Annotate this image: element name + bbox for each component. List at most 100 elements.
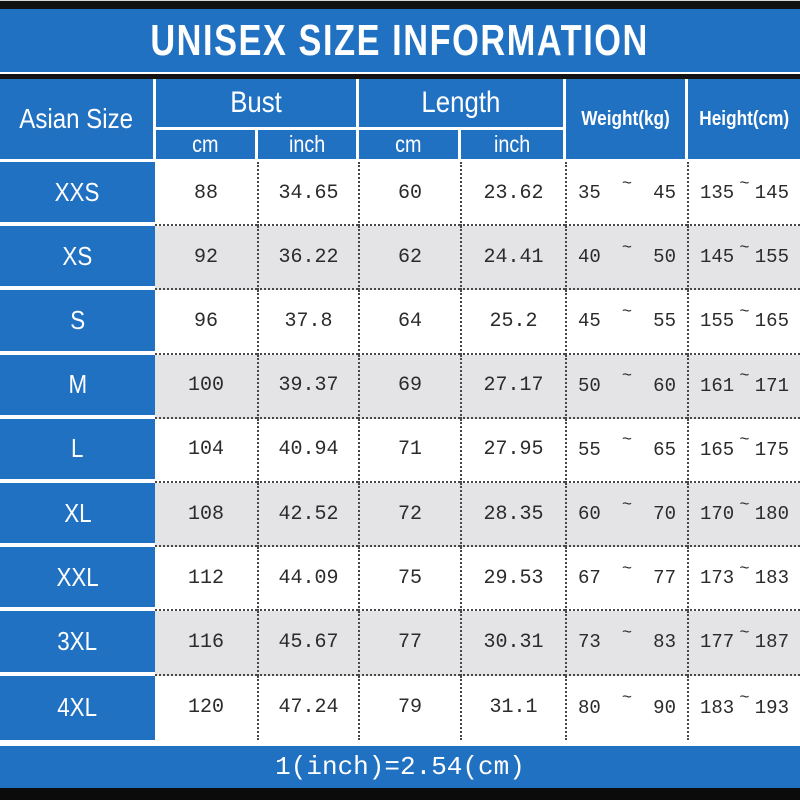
range-tilde: ~ — [621, 238, 633, 258]
weight-min-value: 80 — [578, 696, 601, 719]
length-inch-value: 29.53 — [483, 566, 544, 590]
bust-cm-cell: 116 — [155, 611, 257, 676]
height-max-value: 193 — [754, 696, 789, 719]
bust-inch-value: 44.09 — [278, 566, 339, 590]
bust-inch-value: 39.37 — [278, 374, 339, 398]
length-inch-cell: 27.95 — [460, 418, 565, 483]
weight-max-value: 50 — [653, 246, 676, 269]
footer-band: 1(inch)=2.54(cm) — [0, 746, 800, 788]
height-min-value: 145 — [700, 246, 735, 269]
bust-cm-cell: 92 — [155, 226, 257, 291]
range-tilde: ~ — [739, 238, 750, 258]
table-row: XL 108 42.52 72 28.35 60 ~ 70 170 ~ 180 — [0, 482, 800, 548]
weight-range-cell: 67 ~ 77 — [565, 547, 687, 612]
conversion-note: 1(inch)=2.54(cm) — [275, 752, 525, 782]
weight-min-value: 40 — [578, 246, 601, 269]
bust-cm-value: 112 — [187, 566, 224, 590]
length-cm-value: 60 — [397, 181, 422, 205]
bust-inch-value: 42.52 — [278, 502, 339, 526]
height-range-cell: 165 ~ 175 — [687, 418, 800, 483]
bust-inch-cell: 42.52 — [257, 482, 358, 548]
bust-cm-value: 116 — [187, 630, 224, 654]
header-weight: Weight(kg) — [566, 79, 685, 159]
bust-cm-value: 92 — [193, 245, 218, 269]
bust-inch-cell: 44.09 — [257, 547, 358, 612]
length-cm-cell: 77 — [358, 611, 460, 676]
weight-max-value: 90 — [653, 696, 676, 719]
weight-range-cell: 73 ~ 83 — [565, 611, 687, 676]
range-tilde: ~ — [739, 559, 750, 579]
weight-max-value: 65 — [653, 438, 676, 461]
range-tilde: ~ — [739, 623, 750, 643]
bust-inch-value: 45.67 — [278, 630, 339, 654]
weight-max-value: 77 — [653, 567, 676, 590]
range-tilde: ~ — [621, 431, 633, 451]
size-label: 3XL — [57, 625, 98, 656]
weight-range-cell: 50 ~ 60 — [565, 354, 687, 419]
range-tilde: ~ — [739, 495, 750, 515]
range-tilde: ~ — [621, 174, 633, 194]
length-inch-cell: 29.53 — [460, 547, 565, 612]
size-label: XXL — [56, 561, 99, 592]
size-label-cell: L — [0, 418, 155, 483]
height-min-value: 170 — [700, 503, 735, 526]
range-tilde: ~ — [621, 559, 633, 579]
bust-cm-value: 108 — [187, 502, 224, 526]
length-cm-cell: 69 — [358, 354, 460, 419]
length-inch-cell: 25.2 — [460, 290, 565, 355]
height-range-cell: 173 ~ 183 — [687, 547, 800, 612]
length-inch-cell: 23.62 — [460, 162, 565, 227]
height-max-value: 175 — [754, 438, 789, 461]
header-length-cm-label: cm — [395, 131, 422, 157]
length-cm-value: 64 — [397, 309, 422, 333]
bust-inch-value: 47.24 — [278, 696, 339, 720]
range-tilde: ~ — [621, 689, 633, 709]
length-inch-value: 25.2 — [489, 309, 538, 333]
table-row: XS 92 36.22 62 24.41 40 ~ 50 145 ~ 155 — [0, 226, 800, 291]
bust-inch-cell: 37.8 — [257, 290, 358, 355]
length-cm-cell: 60 — [358, 162, 460, 227]
length-cm-cell: 79 — [358, 675, 460, 740]
height-min-value: 155 — [700, 310, 735, 333]
length-inch-value: 27.17 — [483, 374, 544, 398]
size-label-cell: XL — [0, 482, 155, 548]
length-inch-value: 31.1 — [489, 696, 538, 720]
height-range-cell: 170 ~ 180 — [687, 482, 800, 548]
range-tilde: ~ — [621, 623, 633, 643]
table-row: L 104 40.94 71 27.95 55 ~ 65 165 ~ 175 — [0, 418, 800, 483]
range-tilde: ~ — [739, 367, 750, 387]
height-max-value: 145 — [754, 182, 789, 205]
header-asian-size-label: Asian Size — [19, 103, 134, 134]
height-range-cell: 145 ~ 155 — [687, 226, 800, 291]
height-max-value: 180 — [754, 503, 789, 526]
bust-cm-value: 88 — [193, 181, 218, 205]
size-label: XXS — [55, 176, 100, 207]
weight-max-value: 60 — [653, 374, 676, 397]
weight-min-value: 45 — [578, 310, 601, 333]
weight-range-cell: 60 ~ 70 — [565, 482, 687, 548]
length-cm-value: 69 — [397, 374, 422, 398]
size-label-cell: S — [0, 290, 155, 355]
table-header: Asian Size Bust Length Weight(kg) Height… — [0, 79, 800, 162]
length-cm-cell: 71 — [358, 418, 460, 483]
table-row: M 100 39.37 69 27.17 50 ~ 60 161 ~ 171 — [0, 354, 800, 419]
height-min-value: 183 — [700, 696, 735, 719]
height-range-cell: 135 ~ 145 — [687, 162, 800, 227]
size-label: XL — [63, 497, 92, 528]
range-tilde: ~ — [621, 367, 633, 387]
bust-cm-cell: 120 — [155, 676, 257, 740]
weight-min-value: 73 — [578, 631, 601, 654]
height-range-cell: 155 ~ 165 — [687, 290, 800, 355]
length-cm-value: 79 — [397, 696, 422, 720]
length-cm-value: 72 — [397, 502, 422, 526]
height-max-value: 171 — [754, 374, 789, 397]
header-length-label: Length — [421, 86, 501, 119]
table-body: XXS 88 34.65 60 23.62 35 ~ 45 135 ~ 145 … — [0, 162, 800, 740]
size-label-cell: XXS — [0, 162, 155, 227]
height-range-cell: 177 ~ 187 — [687, 611, 800, 676]
weight-min-value: 35 — [578, 182, 601, 205]
range-tilde: ~ — [739, 302, 750, 322]
bust-cm-value: 104 — [187, 438, 224, 462]
weight-max-value: 55 — [653, 310, 676, 333]
weight-min-value: 60 — [578, 503, 601, 526]
